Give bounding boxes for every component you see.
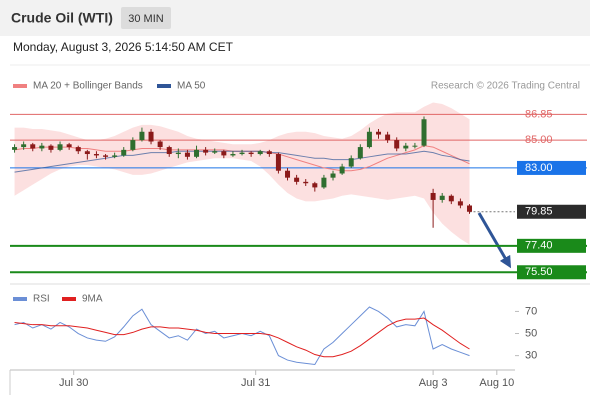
datetime: Monday, August 3, 2026 5:14:50 AM CET [13, 40, 234, 54]
legend-label: MA 50 [177, 81, 206, 92]
candle-body [266, 151, 272, 155]
candle-body [184, 152, 190, 157]
level-box [517, 265, 586, 280]
candle-body [221, 151, 227, 156]
candle-body [376, 131, 382, 135]
x-tick-label: Jul 31 [241, 377, 270, 389]
legend-swatch [13, 84, 27, 88]
legend-label: 9MA [82, 294, 103, 305]
candle-body [385, 134, 391, 141]
candle-body [66, 144, 72, 148]
candle-body [212, 151, 218, 153]
header-bar [0, 0, 590, 36]
candle-body [30, 144, 36, 149]
candle-body [194, 149, 200, 157]
rsi-tick-label: 30 [525, 350, 537, 362]
candle-body [321, 177, 327, 188]
timeframe-tag [121, 7, 171, 29]
rsi-line [14, 306, 470, 366]
candle-body [403, 145, 409, 149]
legend-swatch [13, 297, 27, 301]
x-tick-label: Jul 30 [59, 377, 88, 389]
candle-body [93, 154, 99, 156]
candle-body [312, 183, 318, 188]
candle-body [166, 147, 172, 155]
candle-body [257, 151, 263, 155]
level-label: 75.50 [525, 266, 553, 278]
x-tick-label: Aug 3 [419, 377, 448, 389]
candle-body [394, 140, 400, 149]
candle-body [430, 192, 436, 200]
level-label: 77.40 [525, 240, 553, 252]
level-box [517, 238, 586, 253]
candle-body [12, 147, 18, 150]
level-box [517, 204, 586, 219]
candle-body [339, 166, 345, 174]
rsi-tick-label: 70 [525, 305, 537, 317]
candle-body [103, 155, 109, 157]
candle-body [421, 119, 427, 146]
candle-body [230, 154, 236, 156]
candle-body [239, 152, 245, 155]
candle-body [112, 155, 118, 157]
candle-body [439, 195, 445, 200]
candle-body [203, 149, 209, 153]
candle-body [357, 147, 363, 159]
candle-body [57, 144, 63, 150]
candle-body [130, 140, 136, 150]
candle-body [467, 205, 473, 212]
level-label: 86.85 [525, 108, 553, 120]
candle-body [21, 144, 27, 148]
candle-body [303, 181, 309, 184]
title: Crude Oil (WTI) [11, 10, 113, 26]
candle-body [121, 149, 127, 156]
candle-body [285, 170, 291, 178]
candle-body [148, 131, 154, 142]
rsi-tick-label: 50 [525, 327, 537, 339]
legend-label: MA 20 + Bollinger Bands [33, 81, 143, 92]
legend-swatch [62, 297, 76, 301]
candle-body [457, 201, 463, 206]
candle-body [175, 152, 181, 155]
x-tick-label: Aug 10 [479, 377, 514, 389]
level-label: 85.00 [525, 134, 553, 146]
forecast-arrow [477, 212, 512, 269]
legend-label: RSI [33, 294, 50, 305]
candle-body [348, 158, 354, 167]
candle-body [330, 173, 336, 178]
candle-body [84, 151, 90, 155]
candle-body [275, 154, 281, 171]
legend-swatch [157, 84, 171, 88]
candle-body [248, 152, 254, 155]
candle-body [294, 177, 300, 182]
timeframe: 30 MIN [128, 13, 164, 25]
level-label: 79.85 [525, 206, 553, 218]
candle-body [39, 145, 45, 149]
candle-body [448, 195, 454, 202]
candle-body [48, 145, 54, 150]
rsi-ma-line [14, 317, 470, 358]
level-box [517, 160, 586, 175]
candle-body [366, 131, 372, 148]
candle-body [139, 131, 145, 141]
bollinger-band [14, 102, 470, 245]
candle-body [412, 145, 418, 147]
level-label: 83.00 [525, 162, 553, 174]
credit: Research © 2026 Trading Central [431, 81, 580, 92]
candle-body [157, 141, 163, 148]
candle-body [75, 147, 81, 152]
